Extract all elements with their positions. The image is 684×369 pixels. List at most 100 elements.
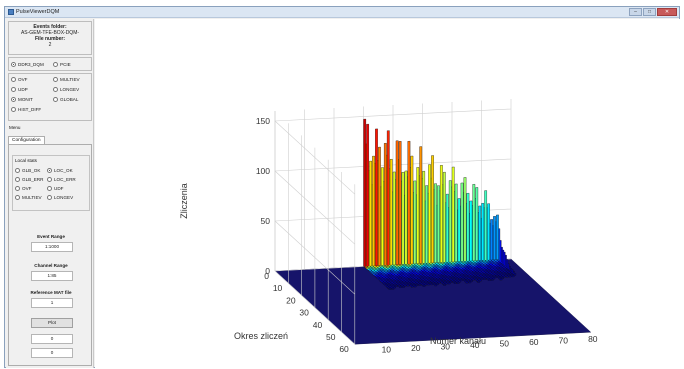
reference-file-label: Reference MAT file — [30, 290, 72, 295]
bar-column — [407, 140, 411, 265]
radio-glb-ok[interactable]: GLB_OK — [15, 168, 40, 173]
radio-pcie-label: PCIE — [60, 62, 71, 67]
radio-multiev-indicator — [53, 77, 58, 82]
maximize-button[interactable]: □ — [643, 8, 656, 16]
radio-loc-ok-label: LOC_OK — [54, 168, 73, 173]
radio-loc-ok[interactable]: LOC_OK — [47, 168, 73, 173]
x-tick-label: 50 — [500, 339, 510, 349]
radio-stat-longev[interactable]: LONGEV — [47, 195, 73, 200]
y-axis-label: Okres zliczeń — [234, 331, 288, 341]
z-tick-label: 150 — [256, 116, 270, 126]
bar-column — [469, 200, 473, 262]
bar-column — [366, 123, 369, 267]
x-tick-label: 60 — [529, 337, 539, 347]
radio-ddr3-dqm[interactable]: DDR3_DQM — [11, 62, 44, 67]
radio-glb-err[interactable]: GLB_ERR — [15, 177, 43, 182]
bar-column — [416, 167, 420, 264]
event-range-input[interactable]: 1:1000 — [31, 242, 73, 252]
bar-column — [437, 185, 440, 263]
radio-hist-diff[interactable]: HIST_DIFF — [11, 107, 41, 112]
radio-longev-label: LONGEV — [60, 87, 80, 92]
channel-range-input[interactable]: 1:85 — [31, 271, 73, 281]
minimize-button[interactable]: – — [629, 8, 642, 16]
bar-column — [410, 155, 414, 265]
title-bar: PulseViewerDQM – □ ✕ — [5, 7, 679, 18]
event-range-label: Event Range — [37, 234, 65, 239]
bar-column — [386, 130, 390, 266]
radio-loc-err[interactable]: LOC_ERR — [47, 177, 76, 182]
bar-column — [428, 164, 431, 264]
extra-field-2[interactable]: 0 — [31, 348, 73, 358]
radio-stat-multiev[interactable]: MULTIEV — [15, 195, 42, 200]
radio-stat-longev-label: LONGEV — [54, 195, 74, 200]
radio-pcie[interactable]: PCIE — [53, 62, 71, 67]
radio-global[interactable]: GLOBAL — [53, 97, 78, 102]
bar-column — [425, 185, 428, 264]
channel-range-label: Channel Range — [34, 263, 68, 268]
bar-column — [398, 141, 402, 265]
configuration-panel: Local stats GLB_OK LOC_OK GLB_ERR LOC_ER… — [8, 144, 92, 366]
bar-column — [454, 183, 458, 263]
y-tick-label: 10 — [273, 283, 283, 293]
y-tick-label: 0 — [264, 271, 269, 281]
radio-udp[interactable]: UDP — [11, 87, 28, 92]
local-stats-group: Local stats GLB_OK LOC_OK GLB_ERR LOC_ER… — [12, 155, 90, 211]
radio-stat-udf[interactable]: UDF — [47, 186, 63, 191]
bar-column — [419, 146, 423, 264]
radio-monit-label: MONIT — [18, 97, 33, 102]
bar-column — [401, 172, 405, 265]
radio-stat-ovf-label: OVF — [22, 186, 32, 191]
radio-stat-udf-indicator — [47, 186, 52, 191]
grid-lines — [274, 99, 512, 345]
z-tick-label: 0 — [265, 266, 270, 276]
bar-column — [372, 155, 375, 267]
bar-column — [472, 184, 476, 262]
bar-column — [431, 155, 434, 264]
bar-column — [460, 182, 464, 262]
plot-area: 0 50 100 150 0 10 20 30 40 50 60 10 20 30 40 50 60 70 80 Z… — [95, 19, 680, 368]
menu-label: Menu — [9, 125, 21, 130]
x-tick-label: 80 — [588, 334, 598, 344]
radio-longev[interactable]: LONGEV — [53, 87, 79, 92]
x-axis-label: Numer kanału — [430, 336, 486, 346]
radio-stat-multiev-label: MULTIEV — [22, 195, 42, 200]
radio-ovf[interactable]: OVF — [11, 77, 27, 82]
bar-column — [422, 170, 426, 264]
radio-stat-ovf[interactable]: OVF — [15, 186, 31, 191]
radio-glb-ok-indicator — [15, 168, 20, 173]
bar-column — [487, 203, 490, 261]
radio-longev-indicator — [53, 87, 58, 92]
close-button[interactable]: ✕ — [657, 8, 677, 16]
radio-multiev[interactable]: MULTIEV — [53, 77, 80, 82]
tab-configuration[interactable]: Configuration — [8, 136, 45, 144]
radio-stat-multiev-indicator — [15, 195, 20, 200]
radio-loc-err-label: LOC_ERR — [54, 177, 76, 182]
x-tick-label: 70 — [559, 336, 569, 346]
radio-multiev-label: MULTIEV — [60, 77, 80, 82]
extra-field-1[interactable]: 0 — [31, 334, 73, 344]
bar-column — [451, 166, 455, 263]
x-tick-label: 30 — [441, 342, 451, 352]
bar-column — [478, 205, 482, 261]
bars-group — [363, 118, 517, 290]
radio-pcie-indicator — [53, 62, 58, 67]
radio-monit[interactable]: MONIT — [11, 97, 33, 102]
bar-column — [383, 142, 387, 266]
reference-file-input[interactable]: 1 — [31, 298, 73, 308]
app-icon — [8, 9, 14, 15]
radio-ddr3-dqm-label: DDR3_DQM — [18, 62, 44, 67]
bar-column — [395, 140, 399, 266]
bar-column — [493, 216, 496, 261]
plot-button[interactable]: Plot — [31, 318, 73, 328]
local-stats-label: Local stats — [15, 158, 37, 163]
control-sidebar: Events folder: AS-GEM-TFE-BOX-DQM- File … — [6, 19, 94, 368]
y-tick-label: 50 — [326, 332, 336, 342]
bar-column — [404, 170, 408, 265]
bar-column — [466, 192, 470, 262]
x-tick-label: 10 — [382, 345, 392, 355]
events-folder-label: Events folder: — [33, 24, 67, 30]
z-axis-label: Zliczenia — [179, 183, 189, 219]
z-tick-label: 100 — [256, 166, 270, 176]
